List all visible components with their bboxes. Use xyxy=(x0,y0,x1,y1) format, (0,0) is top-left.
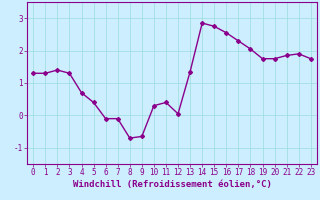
X-axis label: Windchill (Refroidissement éolien,°C): Windchill (Refroidissement éolien,°C) xyxy=(73,180,271,189)
